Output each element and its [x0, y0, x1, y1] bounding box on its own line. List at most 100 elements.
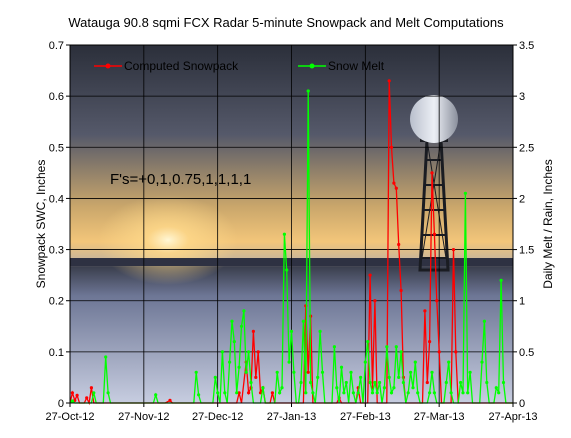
data-point-snow-melt — [499, 278, 503, 282]
data-point-snow-melt — [349, 370, 353, 374]
data-point-computed-snowpack — [89, 386, 93, 390]
data-point-snow-melt — [304, 391, 308, 395]
data-point-snow-melt — [447, 360, 451, 364]
x-tick-label: 27-Jan-13 — [267, 411, 317, 423]
data-point-snow-melt — [309, 380, 313, 385]
data-point-snow-melt — [444, 380, 448, 385]
x-tick-label: 27-Oct-12 — [46, 411, 95, 423]
annotation-text: F's=+0,1,0.75,1,1,1,1 — [110, 171, 251, 188]
data-point-computed-snowpack — [247, 391, 251, 395]
data-point-snow-melt — [292, 370, 296, 374]
data-point-snow-melt — [494, 386, 498, 390]
data-point-computed-snowpack — [437, 350, 441, 354]
data-point-computed-snowpack — [454, 350, 458, 354]
data-point-snow-melt — [501, 380, 506, 385]
data-point-snow-melt — [197, 393, 201, 397]
data-point-snow-melt — [459, 380, 463, 385]
data-point-computed-snowpack — [425, 380, 429, 385]
data-point-snow-melt — [432, 391, 436, 395]
data-point-computed-snowpack — [373, 299, 377, 303]
data-point-snow-melt — [413, 360, 417, 364]
data-point-snow-melt — [342, 391, 346, 395]
data-point-snow-melt — [280, 386, 284, 390]
data-point-snow-melt — [399, 350, 403, 354]
data-point-snow-melt — [397, 375, 401, 379]
left-tick-label: 0.4 — [49, 193, 64, 205]
data-point-computed-snowpack — [306, 370, 310, 374]
right-tick-label: 3.5 — [519, 40, 534, 52]
right-tick-label: 1.5 — [519, 245, 534, 257]
data-point-computed-snowpack — [394, 186, 398, 190]
left-tick-label: 0.2 — [49, 296, 64, 308]
data-point-snow-melt — [482, 319, 486, 323]
data-point-snow-melt — [242, 309, 246, 313]
data-point-snow-melt — [385, 345, 389, 349]
legend-item-computed-snowpack: Computed Snowpack — [94, 59, 239, 73]
data-point-snow-melt — [485, 380, 489, 385]
left-tick-label: 0.5 — [49, 142, 64, 154]
series-snow-melt — [69, 89, 513, 404]
data-point-computed-snowpack — [368, 273, 372, 277]
data-point-snow-melt — [468, 370, 472, 374]
data-point-snow-melt — [378, 380, 382, 385]
data-point-snow-melt — [409, 370, 413, 374]
data-point-snow-melt — [316, 375, 320, 379]
data-point-snow-melt — [230, 319, 234, 323]
gridlines — [70, 45, 513, 403]
data-point-snow-melt — [154, 393, 158, 397]
data-point-snow-melt — [318, 329, 322, 333]
x-tick-label: 27-Dec-12 — [192, 411, 243, 423]
data-point-snow-melt — [275, 370, 279, 374]
left-axis-title: Snowpack SWC, Inches — [34, 160, 48, 289]
data-point-snow-melt — [375, 391, 379, 395]
data-point-computed-snowpack — [73, 398, 77, 402]
data-point-snow-melt — [239, 324, 244, 328]
data-point-snow-melt — [194, 370, 198, 374]
data-point-computed-snowpack — [397, 242, 401, 247]
x-tick-label: 27-Feb-13 — [340, 411, 391, 423]
data-point-snow-melt — [368, 380, 372, 385]
data-point-snow-melt — [282, 232, 286, 236]
data-point-computed-snowpack — [451, 248, 456, 252]
data-point-snow-melt — [335, 386, 339, 390]
data-point-snow-melt — [411, 386, 415, 390]
data-point-computed-snowpack — [85, 396, 89, 400]
data-point-snow-melt — [389, 391, 394, 395]
data-point-snow-melt — [244, 370, 248, 374]
data-point-snow-melt — [232, 340, 236, 344]
data-point-computed-snowpack — [428, 340, 432, 344]
data-point-snow-melt — [235, 391, 239, 395]
left-tick-label: 0.6 — [49, 91, 64, 103]
data-point-computed-snowpack — [70, 391, 74, 395]
data-point-snow-melt — [351, 391, 355, 395]
data-point-snow-melt — [480, 360, 484, 364]
chart-title: Watauga 90.8 sqmi FCX Radar 5-minute Sno… — [68, 15, 504, 30]
left-tick-label: 0 — [58, 398, 64, 410]
data-point-computed-snowpack — [254, 375, 258, 379]
data-point-snow-melt — [428, 391, 432, 395]
data-point-computed-snowpack — [435, 299, 439, 303]
data-point-snow-melt — [392, 386, 396, 390]
left-tick-label: 0.7 — [49, 40, 64, 52]
data-point-computed-snowpack — [237, 391, 241, 395]
data-point-computed-snowpack — [168, 398, 172, 402]
left-tick-label: 0.3 — [49, 245, 64, 257]
legend-label-snow-melt: Snow Melt — [328, 59, 385, 73]
data-point-snow-melt — [249, 380, 253, 385]
right-tick-label: 3 — [519, 91, 525, 103]
data-point-snow-melt — [401, 380, 405, 385]
right-tick-label: 0.5 — [519, 347, 534, 359]
data-point-snow-melt — [394, 345, 398, 349]
data-point-snow-melt — [261, 386, 265, 390]
data-point-snow-melt — [466, 391, 470, 395]
x-tick-label: 27-Nov-12 — [118, 411, 169, 423]
data-point-snow-melt — [289, 329, 294, 333]
data-point-snow-melt — [70, 399, 74, 403]
data-point-snow-melt — [216, 391, 220, 395]
data-point-snow-melt — [461, 391, 465, 395]
data-point-snow-melt — [223, 391, 227, 395]
data-point-snow-melt — [416, 391, 420, 395]
data-point-snow-melt — [301, 319, 305, 323]
